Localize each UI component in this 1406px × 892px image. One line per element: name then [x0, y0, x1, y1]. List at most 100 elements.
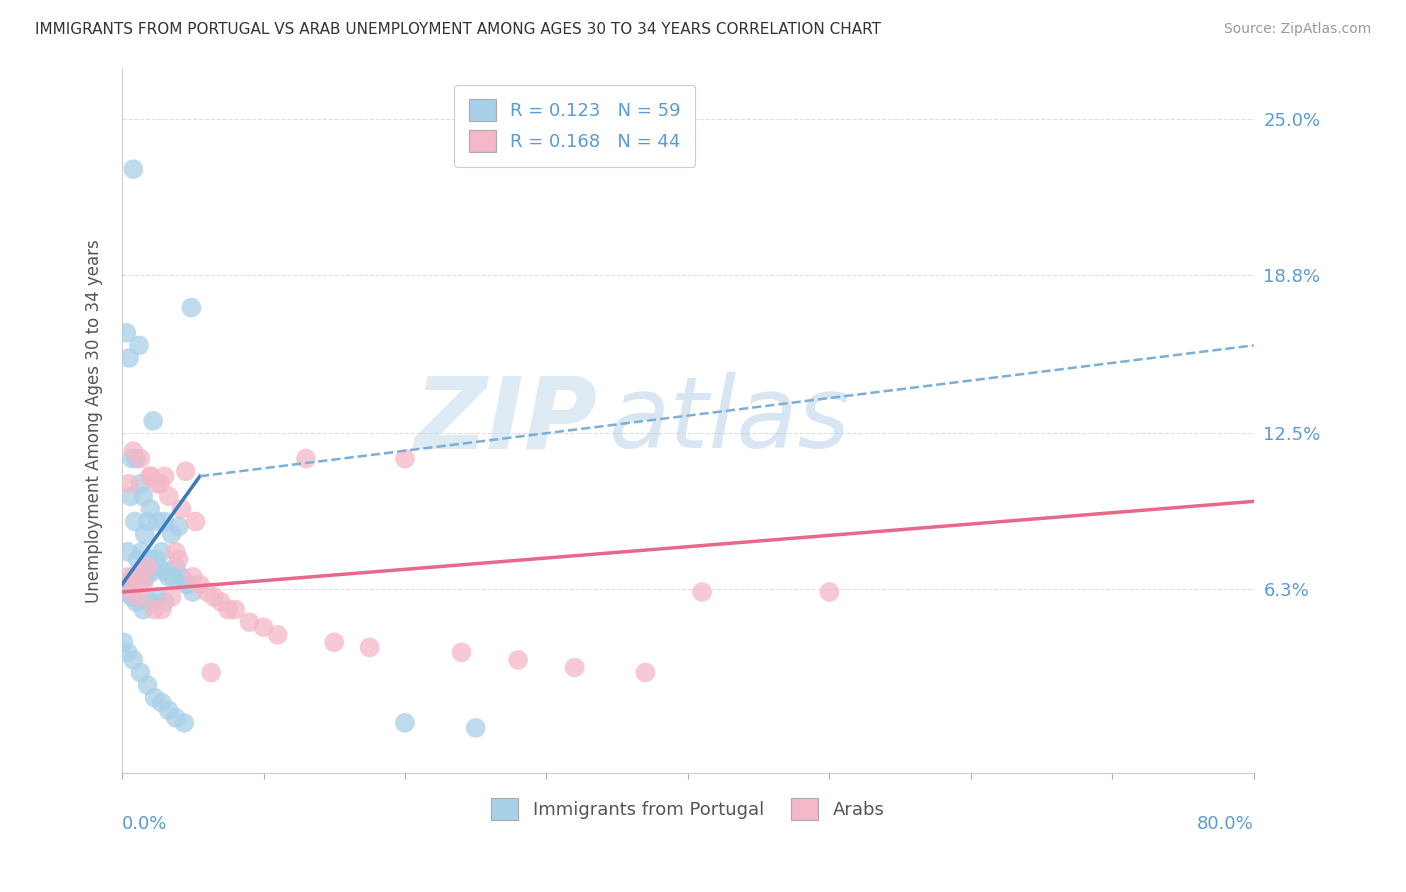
Point [115, 326, 138, 340]
Point [295, 451, 318, 466]
Point [150, 696, 173, 710]
Point [122, 653, 145, 667]
Point [121, 585, 143, 599]
Point [202, 590, 225, 604]
Point [136, 559, 159, 574]
Point [195, 585, 218, 599]
Point [142, 414, 165, 428]
Point [150, 602, 173, 616]
Point [394, 451, 416, 466]
Point [118, 476, 141, 491]
Point [209, 595, 232, 609]
Point [818, 585, 841, 599]
Point [118, 585, 141, 599]
Point [162, 570, 184, 584]
Point [132, 602, 155, 616]
Point [136, 515, 159, 529]
Point [160, 590, 183, 604]
Point [134, 527, 156, 541]
Point [173, 715, 195, 730]
Point [139, 595, 162, 609]
Point [131, 545, 153, 559]
Point [167, 552, 190, 566]
Point [117, 645, 139, 659]
Point [359, 640, 381, 655]
Point [129, 451, 152, 466]
Point [634, 665, 657, 680]
Point [177, 577, 200, 591]
Point [181, 585, 204, 599]
Point [394, 715, 416, 730]
Text: Source: ZipAtlas.com: Source: ZipAtlas.com [1223, 22, 1371, 37]
Point [128, 577, 150, 591]
Point [217, 602, 239, 616]
Point [121, 451, 143, 466]
Point [122, 570, 145, 584]
Point [180, 301, 202, 315]
Point [165, 545, 187, 559]
Point [128, 590, 150, 604]
Point [124, 515, 146, 529]
Point [143, 602, 166, 616]
Text: 0.0%: 0.0% [122, 815, 167, 833]
Point [129, 665, 152, 680]
Point [508, 653, 530, 667]
Point [122, 162, 145, 177]
Point [112, 635, 135, 649]
Point [181, 570, 204, 584]
Point [464, 721, 486, 735]
Point [114, 577, 136, 591]
Point [165, 711, 187, 725]
Point [167, 519, 190, 533]
Point [127, 552, 149, 566]
Point [132, 577, 155, 591]
Point [149, 476, 172, 491]
Text: 80.0%: 80.0% [1197, 815, 1254, 833]
Point [153, 515, 176, 529]
Point [139, 469, 162, 483]
Y-axis label: Unemployment Among Ages 30 to 34 years: Unemployment Among Ages 30 to 34 years [86, 239, 103, 603]
Legend: Immigrants from Portugal, Arabs: Immigrants from Portugal, Arabs [484, 791, 891, 828]
Point [252, 620, 274, 634]
Point [122, 444, 145, 458]
Text: ZIP: ZIP [415, 372, 598, 469]
Point [118, 351, 141, 365]
Point [188, 577, 211, 591]
Point [143, 690, 166, 705]
Point [132, 489, 155, 503]
Point [136, 678, 159, 692]
Point [157, 703, 180, 717]
Point [184, 515, 207, 529]
Point [160, 527, 183, 541]
Point [117, 570, 139, 584]
Point [690, 585, 713, 599]
Point [148, 559, 170, 574]
Point [141, 565, 163, 579]
Text: IMMIGRANTS FROM PORTUGAL VS ARAB UNEMPLOYMENT AMONG AGES 30 TO 34 YEARS CORRELAT: IMMIGRANTS FROM PORTUGAL VS ARAB UNEMPLO… [35, 22, 882, 37]
Point [115, 585, 138, 599]
Point [139, 469, 162, 483]
Point [146, 515, 169, 529]
Point [128, 338, 150, 352]
Point [224, 602, 246, 616]
Point [165, 559, 187, 574]
Point [153, 595, 176, 609]
Point [170, 502, 193, 516]
Point [146, 476, 169, 491]
Point [125, 570, 148, 584]
Point [174, 464, 197, 478]
Point [157, 489, 180, 503]
Point [450, 645, 472, 659]
Text: atlas: atlas [609, 372, 851, 469]
Point [139, 502, 162, 516]
Point [170, 570, 193, 584]
Point [120, 489, 142, 503]
Point [125, 451, 148, 466]
Point [145, 552, 167, 566]
Point [174, 577, 197, 591]
Point [150, 545, 173, 559]
Point [153, 469, 176, 483]
Point [155, 565, 177, 579]
Point [238, 615, 260, 630]
Point [117, 545, 139, 559]
